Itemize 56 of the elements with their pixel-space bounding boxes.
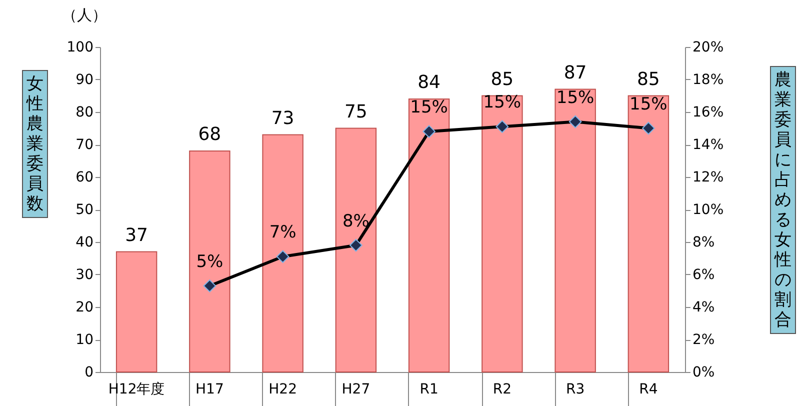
y-tick-label: 90 xyxy=(76,72,94,88)
bar xyxy=(262,134,304,372)
y-tick-label: 80 xyxy=(76,104,94,120)
y-tick-label: 100 xyxy=(66,40,94,56)
data-label: 5% xyxy=(196,252,224,272)
x-tick-label: R2 xyxy=(492,382,512,398)
x-tick-label: H27 xyxy=(342,382,370,398)
y2-tick-label: 14% xyxy=(692,137,724,153)
data-label: 84 xyxy=(418,72,441,93)
data-label: 15% xyxy=(410,98,448,118)
data-label: 15% xyxy=(630,94,668,114)
x-tick-label: H12年度 xyxy=(108,382,165,398)
data-label: 37 xyxy=(125,224,148,246)
y2-tick-label: 12% xyxy=(692,170,724,186)
y2-tick-label: 20% xyxy=(692,40,724,56)
data-label: 68 xyxy=(198,124,222,145)
axis-title-box: 農業委員に占める女性の割合 xyxy=(770,66,796,334)
bar xyxy=(628,95,670,372)
bar xyxy=(189,150,230,372)
y-tick-label: 10 xyxy=(76,332,94,348)
x-tick-label: H17 xyxy=(196,382,224,398)
y2-tick-label: 6% xyxy=(692,267,715,283)
x-tick-label: R1 xyxy=(420,382,438,398)
data-label: 75 xyxy=(344,101,368,122)
data-label: 85 xyxy=(636,68,660,90)
y-tick-label: 40 xyxy=(76,234,94,250)
x-tick-label: R4 xyxy=(639,382,658,398)
data-label: 87 xyxy=(564,62,587,84)
text: （人） xyxy=(62,6,107,25)
y2-tick-label: 10% xyxy=(692,202,724,218)
bar xyxy=(408,98,450,372)
data-label: 7% xyxy=(269,222,296,243)
y2-tick-label: 2% xyxy=(692,332,715,348)
y-tick-label: 60 xyxy=(76,170,94,186)
data-label: 8% xyxy=(342,211,370,232)
y2-tick-label: 4% xyxy=(692,300,715,316)
y2-tick-label: 0% xyxy=(692,364,715,380)
bar xyxy=(335,128,377,372)
y-tick-label: 30 xyxy=(76,267,94,283)
y-tick-label: 20 xyxy=(76,300,94,316)
bar xyxy=(116,251,158,372)
y2-tick-label: 18% xyxy=(692,72,724,88)
axis-title-box: 女性農業委員数 xyxy=(22,70,48,218)
x-tick-label: R3 xyxy=(566,382,585,398)
bar xyxy=(554,88,596,372)
data-label: 73 xyxy=(271,108,294,129)
data-label: 15% xyxy=(556,88,594,108)
data-label: 85 xyxy=(490,68,514,90)
y-tick-label: 0 xyxy=(84,364,94,380)
y2-tick-label: 8% xyxy=(692,234,715,250)
y-tick-label: 50 xyxy=(76,202,94,218)
y-tick-label: 70 xyxy=(76,137,94,153)
bar xyxy=(482,95,523,372)
data-label: 15% xyxy=(483,92,522,113)
y2-tick-label: 16% xyxy=(692,104,724,120)
x-tick-label: H22 xyxy=(268,382,297,398)
